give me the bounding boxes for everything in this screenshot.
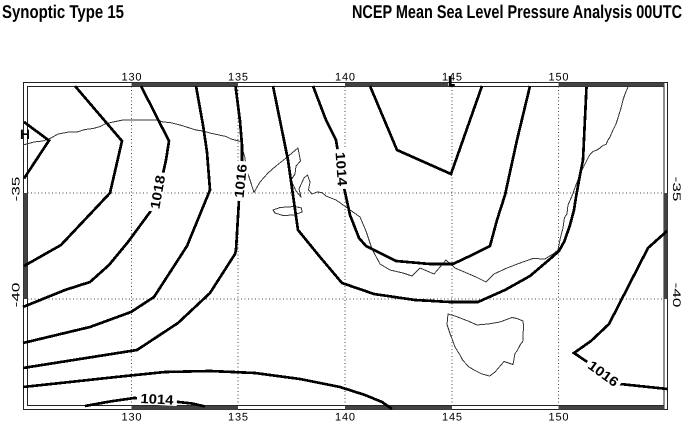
svg-text:1014: 1014 <box>140 391 174 408</box>
svg-text:145: 145 <box>442 72 462 84</box>
svg-text:-35: -35 <box>11 177 23 202</box>
svg-text:140: 140 <box>335 72 355 84</box>
svg-text:Synoptic Type 15: Synoptic Type 15 <box>2 1 124 22</box>
svg-text:130: 130 <box>122 72 142 84</box>
svg-text:135: 135 <box>228 412 248 424</box>
svg-text:145: 145 <box>442 412 462 424</box>
svg-text:150: 150 <box>549 412 569 424</box>
svg-text:-35: -35 <box>670 177 682 202</box>
svg-text:150: 150 <box>549 72 569 84</box>
svg-text:1016: 1016 <box>232 163 251 199</box>
svg-text:130: 130 <box>122 412 142 424</box>
svg-text:H: H <box>20 127 30 142</box>
svg-text:135: 135 <box>228 72 248 84</box>
svg-text:-40: -40 <box>670 283 682 308</box>
svg-text:1018: 1018 <box>147 173 168 210</box>
svg-text:1014: 1014 <box>333 152 350 188</box>
svg-text:NCEP Mean Sea Level Pressure A: NCEP Mean Sea Level Pressure Analysis 00… <box>352 1 682 22</box>
svg-text:-40: -40 <box>11 283 23 308</box>
svg-text:140: 140 <box>335 412 355 424</box>
